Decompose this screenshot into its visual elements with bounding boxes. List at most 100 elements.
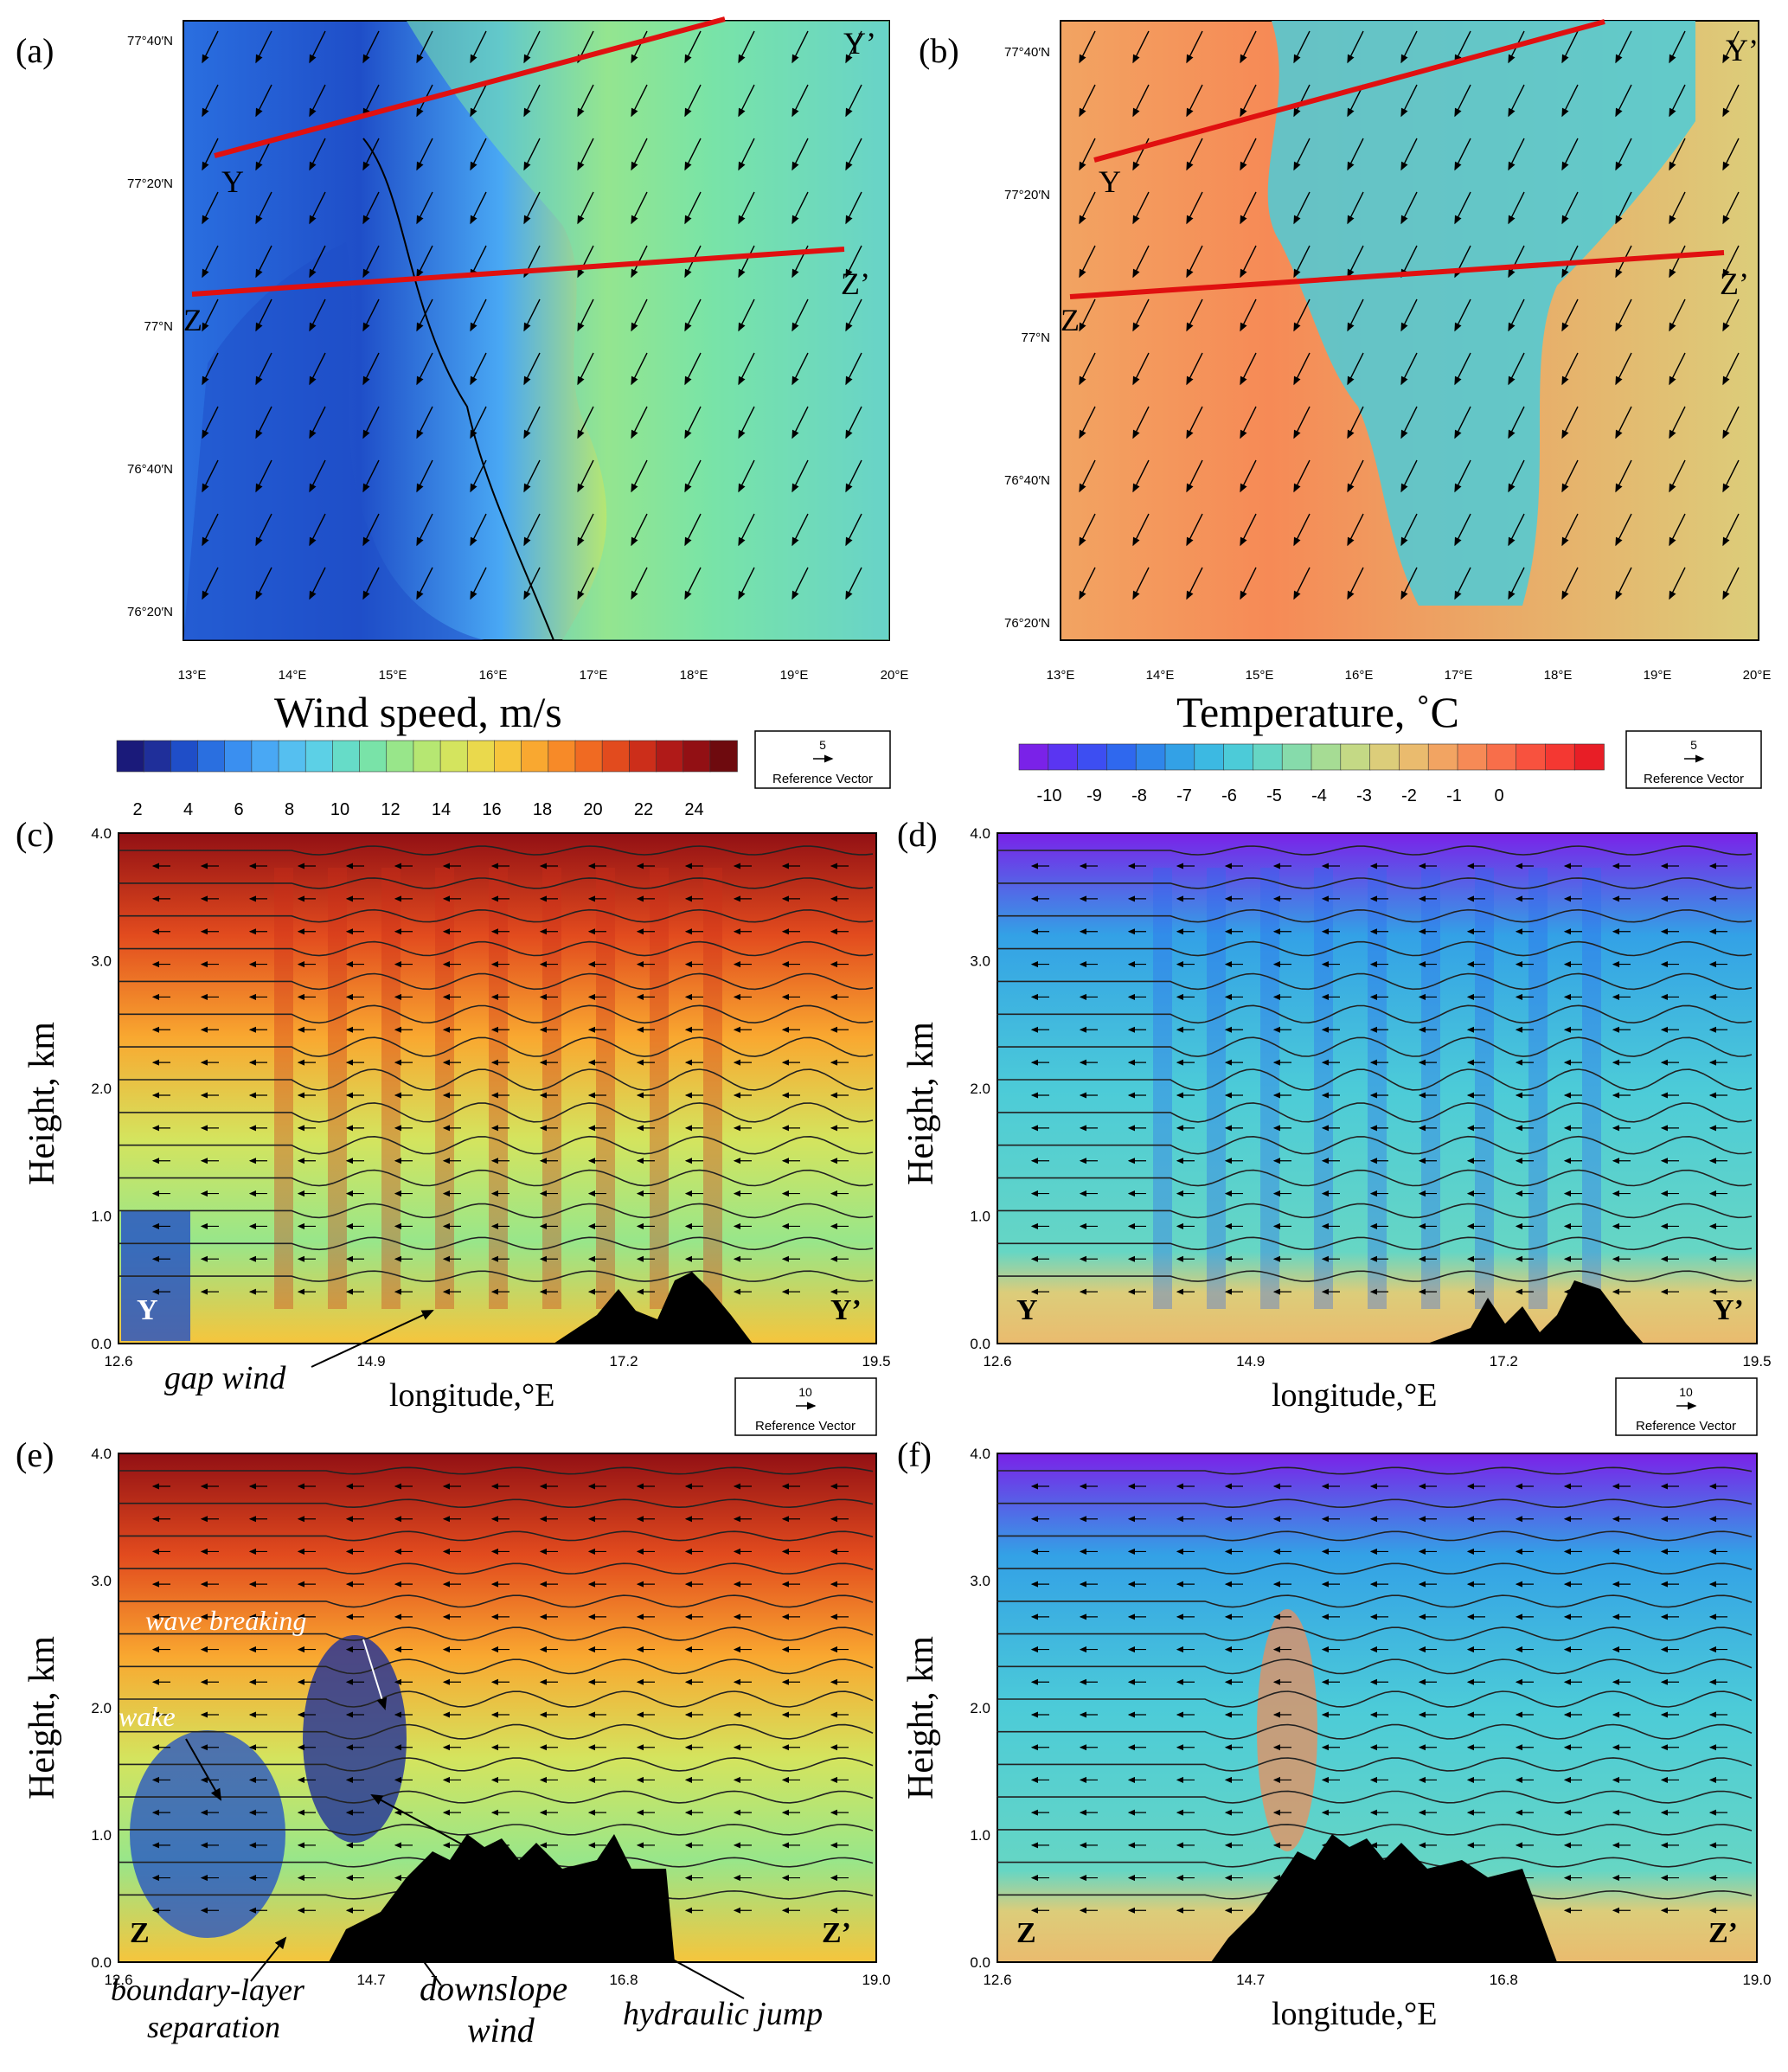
colorbar-wind-tick-label: 16 [482,800,501,819]
isentrope [997,908,1753,923]
wind-vector [1669,567,1686,600]
wind-vector [738,30,755,64]
isentrope [997,1757,1753,1772]
isentrope [997,1723,1753,1740]
colorbar-temp-swatch [1573,743,1605,771]
isentropes-d [997,845,1753,1295]
wind-vector [1722,406,1740,439]
wind-vector [470,138,487,171]
gap-wind-label: gap wind [164,1360,286,1396]
boundary-layer-arrow [250,1936,287,1982]
wave-band [381,868,401,1309]
wind-vector [1508,459,1525,493]
wind-vector [255,513,272,547]
height-tick-label: 4.0 [970,825,990,842]
wind-vector [791,513,809,547]
wind-vector [845,352,862,386]
reference-vector-value-c: 10 [798,1385,812,1399]
wind-vector [416,459,433,493]
isentrope [997,1562,1753,1575]
wind-vector [1240,352,1257,386]
lon-axis-a: 13°E 14°E 15°E 16°E 17°E 18°E 19°E 20°E [178,668,909,683]
reference-vector-value-d: 10 [1679,1385,1693,1399]
isentrope [997,1102,1753,1123]
wind-vector [631,352,648,386]
longitude-tick-label: 12.6 [983,1353,1011,1370]
colorbar-temp-swatch [1077,743,1108,771]
isentrope [997,1036,1753,1057]
reference-vector-label-d: Reference Vector [1636,1419,1736,1434]
lon-tick-label: 18°E [680,668,708,683]
colorbar-wind-swatch [656,740,684,773]
wind-vector [577,406,594,439]
wind-vector [631,459,648,493]
isentrope [118,1102,874,1123]
x-axis-c: 12.6 14.9 17.2 19.5 [104,1353,890,1370]
isentrope [119,845,874,856]
wind-vector [845,567,862,600]
downslope-wind-arrow [405,1936,442,1986]
wind-vector [577,191,594,225]
wave-band [1207,868,1226,1309]
colorbar-wind-swatch [439,740,469,773]
wind-vector [1347,30,1364,64]
label-y-a: Y [221,164,244,199]
label-z-e: Z [130,1917,150,1949]
wind-vector [1347,567,1364,600]
wind-vector [309,191,326,225]
reference-vector-box-d [1615,1377,1758,1436]
wind-vector [202,459,219,493]
lon-axis-b: 13°E 14°E 15°E 16°E 17°E 18°E 19°E 20°E [1047,668,1772,683]
wind-vector [684,352,702,386]
lon-tick-label: 20°E [881,668,909,683]
downslope-label-1: downslope [420,1969,567,2008]
colorbar-temp-tick-label: -1 [1446,786,1462,805]
wind-vector [523,191,541,225]
wind-vector [416,191,433,225]
isentropes-e [118,1466,874,1914]
wind-vector [362,191,380,225]
lon-tick-label: 19°E [780,668,809,683]
wind-vector [845,191,862,225]
wind-vector [1561,191,1579,225]
colorbar-wind-swatch [629,740,657,773]
colorbar-wind-swatches [116,740,738,773]
wind-vector [470,84,487,118]
wind-vector [1722,191,1740,225]
height-tick-label: 1.0 [970,1209,990,1225]
wind-vector [1561,406,1579,439]
colorbar-wind-swatch [197,740,226,773]
wind-vector [1454,459,1471,493]
colorbar-wind-swatch [683,740,711,773]
wind-vector [631,406,648,439]
lon-tick-label: 15°E [1246,668,1274,683]
wind-vector [1669,352,1686,386]
isentrope [119,1068,874,1091]
wind-vector [1240,191,1257,225]
colorbar-temp-tick-label: -2 [1401,786,1417,805]
wind-vector [202,513,219,547]
wind-vector [416,567,433,600]
isentrope [997,1658,1753,1675]
isentrope [997,1594,1753,1608]
colorbar-temp-swatch [1164,743,1195,771]
wind-vector [738,352,755,386]
wind-vector [523,459,541,493]
wind-vector [845,245,862,279]
wind-vector [1400,459,1418,493]
wind-vector [309,30,326,64]
wind-vector [202,352,219,386]
colorbar-temperature: Temperature, ˚C -10 -9 -8 -7 -6 -5 -4 -3 -2 -1 0 5… [1018,688,1762,805]
wind-vector [362,84,380,118]
wind-vector [1508,298,1525,332]
label-y-d: Y [1016,1294,1038,1326]
hydraulic-jump-label: hydraulic jump [623,1996,823,2032]
isentrope [997,972,1753,991]
isentrope [997,1790,1753,1804]
colorbar-wind-tick-label: 8 [285,800,294,819]
isentrope [997,1498,1753,1509]
wave-band [542,868,561,1309]
wind-vector [1615,298,1632,332]
longitude-tick-label: 19.0 [1742,1972,1771,1988]
wind-vector [738,406,755,439]
